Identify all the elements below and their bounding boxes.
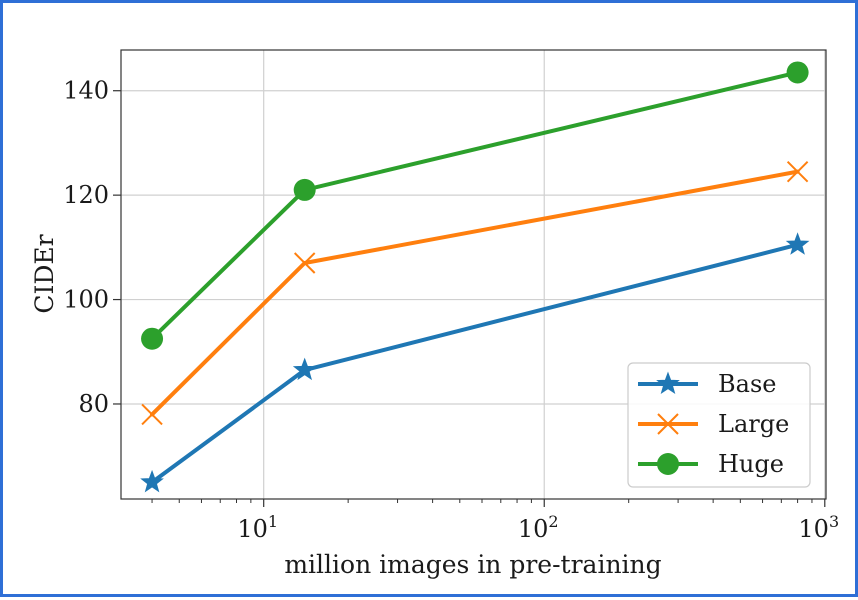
series-lines (140, 61, 810, 493)
legend: Base Large Huge (627, 362, 811, 488)
y-axis-ticks: 80 100 120 140 (63, 77, 121, 418)
series-huge (141, 61, 809, 350)
x-tick-label: 103 (798, 512, 839, 543)
data-point-huge (141, 327, 164, 350)
series-base (140, 232, 810, 493)
y-tick-label: 140 (63, 77, 109, 105)
series-line-huge (150, 70, 800, 341)
y-tick-label: 100 (63, 286, 109, 314)
x-tick-label: 101 (237, 512, 278, 543)
data-point-large (786, 160, 809, 183)
legend-marker-base (656, 371, 680, 395)
legend-marker-huge (657, 453, 679, 475)
x-marker-stroke (657, 413, 679, 435)
y-axis-label: CIDEr (30, 234, 59, 313)
x-marker-stroke (786, 160, 809, 183)
x-tick-label: 102 (518, 512, 559, 543)
legend-label-base: Base (718, 370, 776, 398)
data-point-large (141, 403, 163, 426)
x-axis-label: million images in pre-training (284, 550, 661, 579)
data-point-huge (786, 61, 809, 84)
data-point-large (293, 252, 316, 274)
axes-box (120, 49, 827, 500)
data-point-base (785, 232, 810, 255)
y-tick-label: 80 (78, 390, 109, 418)
legend-label-huge: Huge (718, 450, 784, 478)
x-axis-ticks: 101 102 103 (151, 499, 839, 543)
series-large (141, 160, 809, 426)
y-tick-label: 120 (63, 181, 109, 209)
grid-lines (121, 50, 826, 499)
cider-line-chart: 101 102 103 80 100 120 140 million images in … (30, 49, 839, 579)
data-point-base (292, 357, 317, 381)
data-point-huge (293, 178, 316, 201)
data-point-base (140, 469, 164, 493)
x-marker-stroke (293, 252, 316, 274)
x-marker-stroke (141, 403, 163, 426)
legend-marker-large (657, 413, 679, 435)
legend-label-large: Large (718, 410, 789, 438)
